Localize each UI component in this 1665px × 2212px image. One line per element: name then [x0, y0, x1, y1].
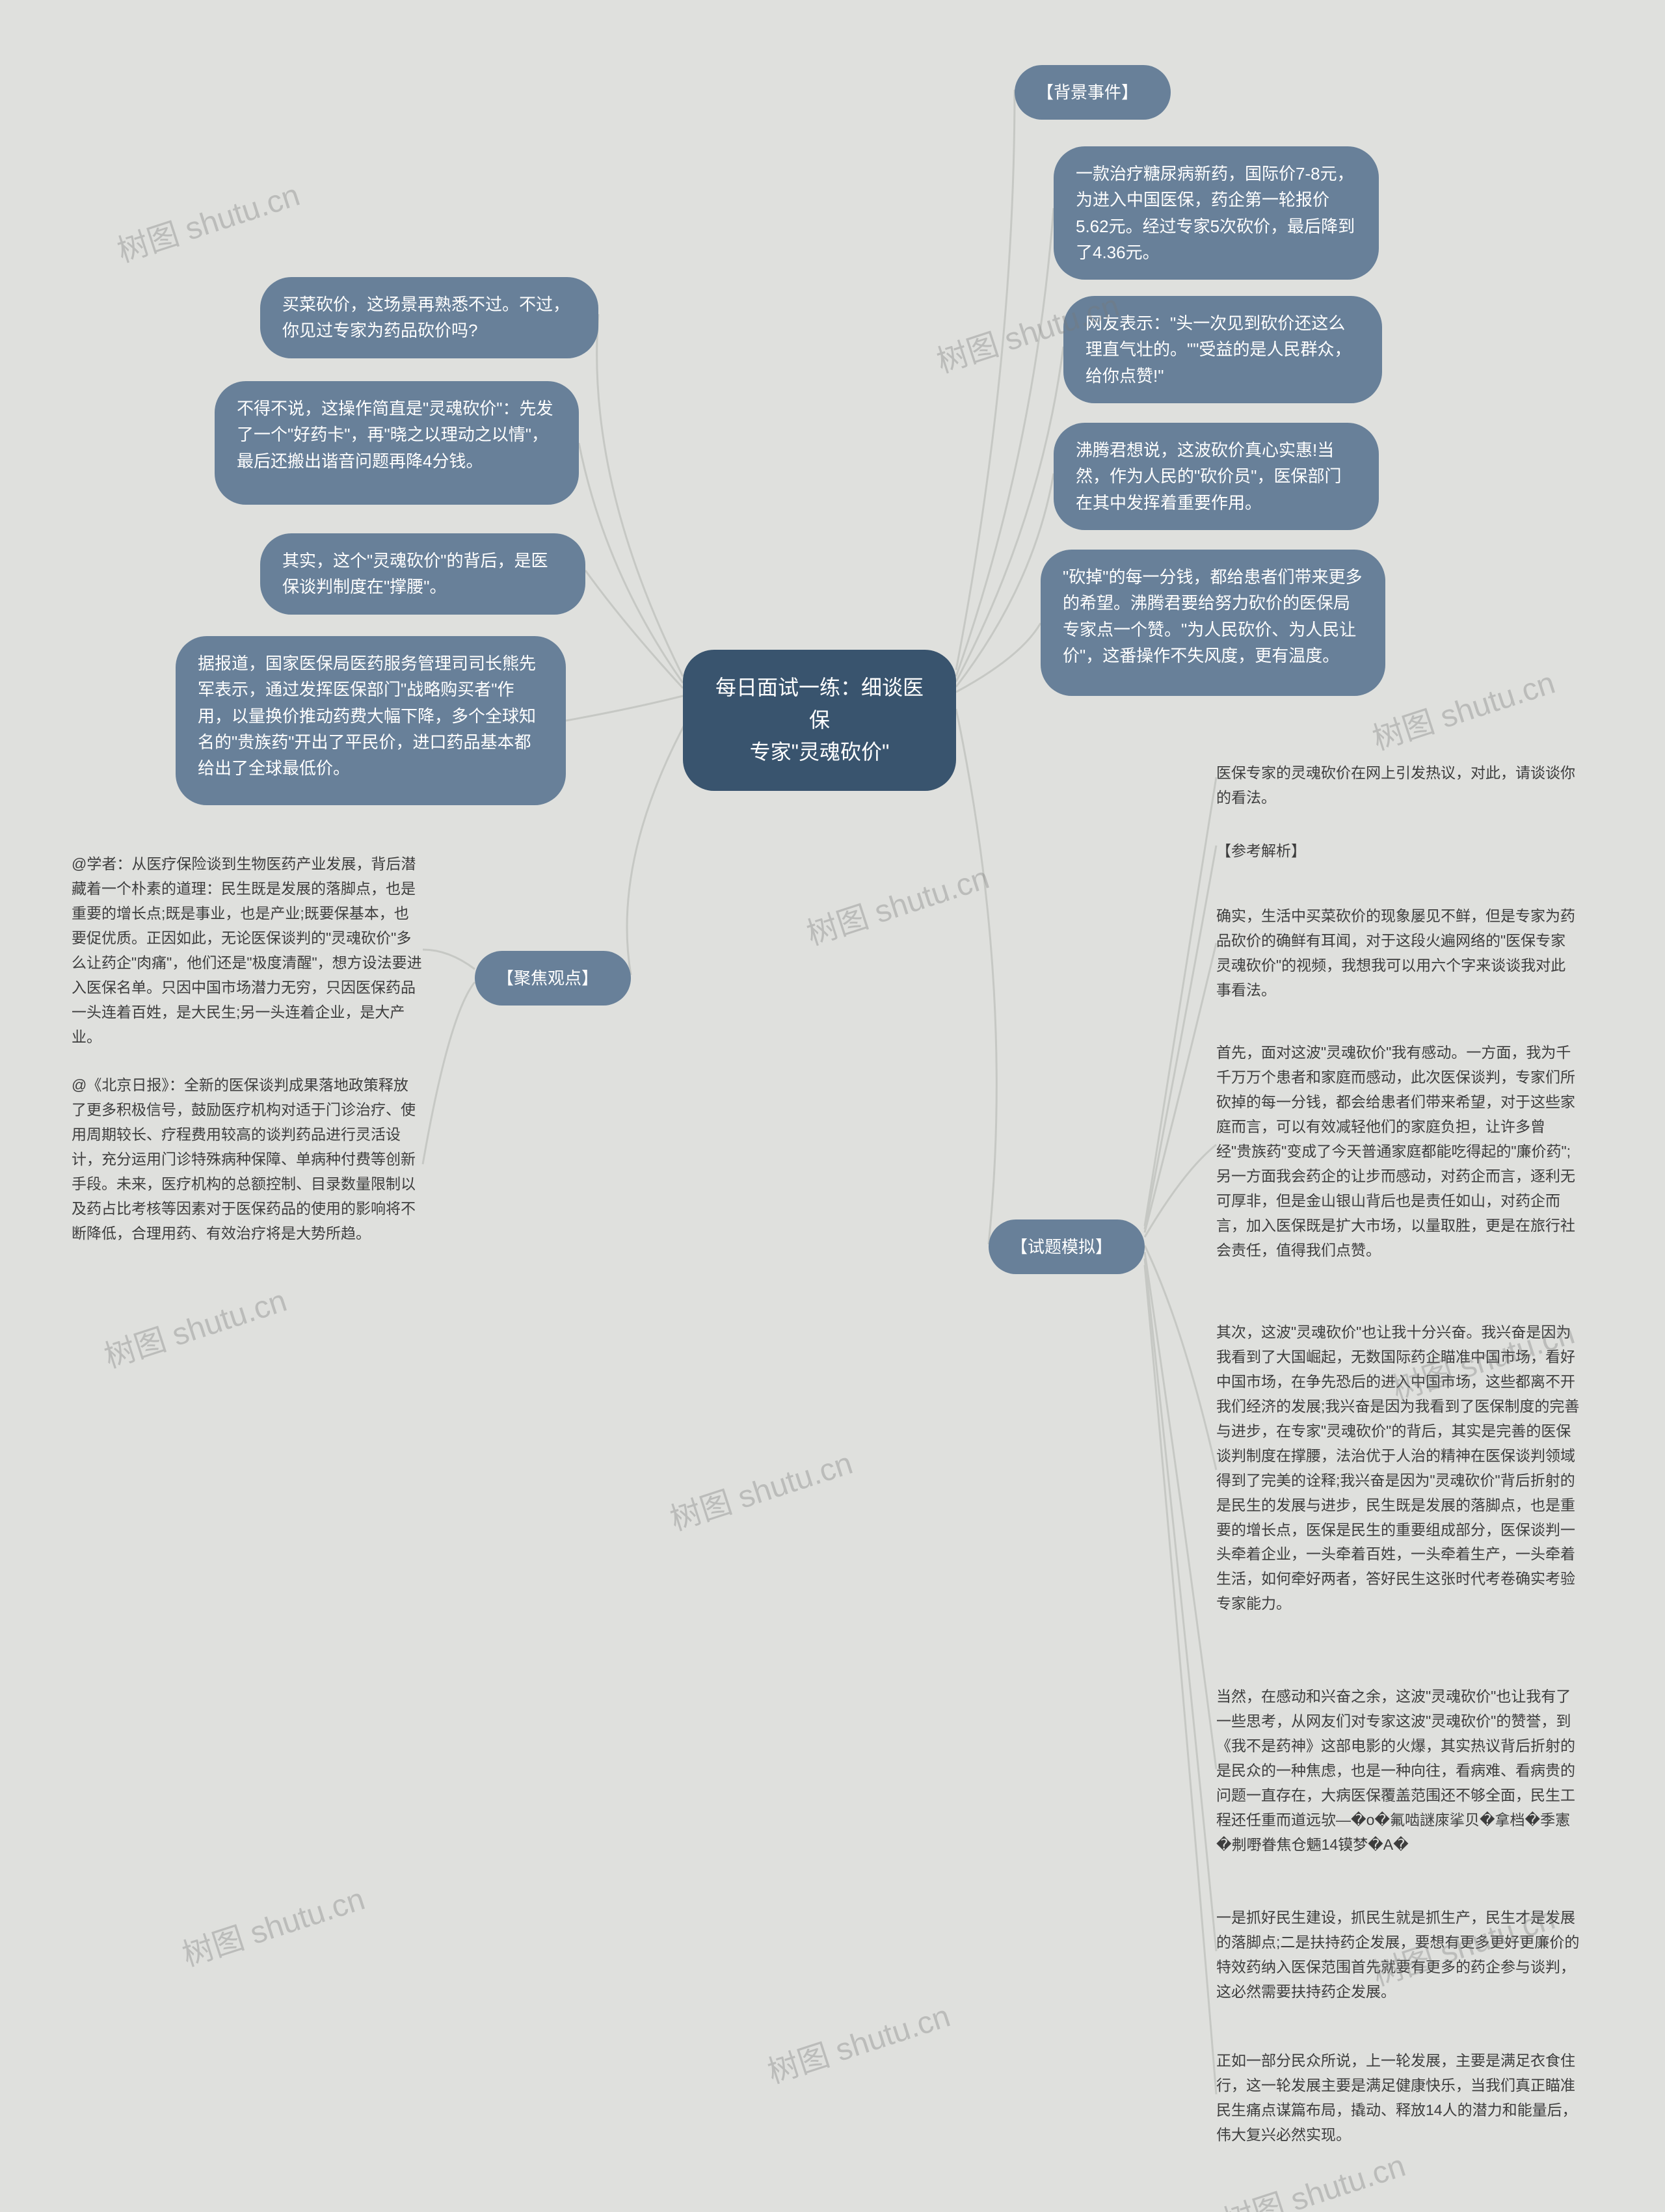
- exam-paragraph-8: 正如一部分民众所说，上一轮发展，主要是满足衣食住行，这一轮发展主要是满足健康快乐…: [1216, 2049, 1580, 2148]
- focus-paragraph-1: @学者：从医疗保险谈到生物医药产业发展，背后潜藏着一个朴素的道理：民生既是发展的…: [72, 852, 423, 1050]
- right-bubble-2: 网友表示："头一次见到砍价还这么理直气壮的。""受益的是人民群众，给你点赞!": [1063, 296, 1382, 403]
- mindmap-edge: [1145, 846, 1216, 1229]
- focus-paragraph-2: @《北京日报》：全新的医保谈判成果落地政策释放了更多积极信号，鼓励医疗机构对适于…: [72, 1073, 423, 1246]
- mindmap-edge: [1145, 777, 1216, 1226]
- mindmap-edge: [1145, 1145, 1216, 1237]
- mindmap-edge: [423, 982, 475, 1164]
- mindmap-edge: [956, 208, 1054, 676]
- right-bubble-4: "砍掉"的每一分钱，都给患者们带来更多的希望。沸腾君要给努力砍价的医保局专家点一…: [1041, 550, 1385, 696]
- mindmap-edge: [1145, 1265, 1216, 2094]
- right-bubble-3: 沸腾君想说，这波砍价真心实惠!当然，作为人民的"砍价员"，医保部门在其中发挥着重…: [1054, 423, 1379, 530]
- left-bubble-3: 其实，这个"灵魂砍价"的背后，是医保谈判制度在"撑腰"。: [260, 533, 585, 615]
- mindmap-edge: [956, 709, 996, 1244]
- mindmap-edge: [597, 314, 683, 676]
- mindmap-edge: [956, 623, 1041, 692]
- left-bubble-4: 据报道，国家医保局医药服务管理司司长熊先军表示，通过发挥医保部门"战略购买者"作…: [176, 636, 566, 805]
- center-line2: 专家"灵魂砍价": [709, 736, 930, 769]
- mindmap-edge: [585, 570, 683, 688]
- watermark-text: 树图 shutu.cn: [1366, 657, 1560, 758]
- watermark-text: 树图 shutu.cn: [761, 1990, 955, 2092]
- exam-paragraph-1: 医保专家的灵魂砍价在网上引发热议，对此，请谈谈你的看法。: [1216, 761, 1580, 810]
- exam-label-node: 【试题模拟】: [989, 1219, 1145, 1274]
- mindmap-edge: [1145, 943, 1216, 1233]
- watermark-text: 树图 shutu.cn: [111, 169, 304, 271]
- center-line1: 每日面试一练：细谈医保: [709, 672, 930, 736]
- mindmap-edge: [1145, 1252, 1216, 1769]
- mindmap-edge: [566, 696, 683, 721]
- watermark-text: 树图 shutu.cn: [98, 1275, 291, 1376]
- mindmap-edge: [1145, 1259, 1216, 1951]
- right-bubble-bg-event: 【背景事件】: [1015, 65, 1171, 120]
- mindmap-edge: [956, 90, 1015, 670]
- watermark-text: 树图 shutu.cn: [663, 1437, 857, 1539]
- right-bubble-1: 一款治疗糖尿病新药，国际价7-8元，为进入中国医保，药企第一轮报价5.62元。经…: [1054, 146, 1379, 280]
- exam-paragraph-5: 其次，这波"灵魂砍价"也让我十分兴奋。我兴奋是因为我看到了大国崛起，无数国际药企…: [1216, 1320, 1580, 1616]
- left-bubble-1: 买菜砍价，这场景再熟悉不过。不过，你见过专家为药品砍价吗?: [260, 277, 598, 358]
- mindmap-edge: [423, 950, 475, 969]
- focus-label-node: 【聚焦观点】: [475, 951, 631, 1006]
- watermark-text: 树图 shutu.cn: [800, 852, 994, 953]
- center-node: 每日面试一练：细谈医保 专家"灵魂砍价": [683, 650, 956, 791]
- exam-paragraph-2: 【参考解析】: [1216, 839, 1580, 864]
- mindmap-edge: [1145, 1246, 1216, 1470]
- mindmap-edge: [579, 443, 683, 683]
- watermark-text: 树图 shutu.cn: [1216, 2140, 1410, 2212]
- exam-paragraph-3: 确实，生活中买菜砍价的现象屡见不鲜，但是专家为药品砍价的确鲜有耳闻，对于这段火遍…: [1216, 904, 1580, 1003]
- mindmap-edge: [627, 715, 689, 975]
- exam-paragraph-6: 当然，在感动和兴奋之余，这波"灵魂砍价"也让我有了一些思考，从网友们对专家这波"…: [1216, 1685, 1580, 1858]
- watermark-text: 树图 shutu.cn: [176, 1873, 369, 1975]
- exam-paragraph-4: 首先，面对这波"灵魂砍价"我有感动。一方面，我为千千万万个患者和家庭而感动，此次…: [1216, 1041, 1580, 1262]
- exam-paragraph-7: 一是抓好民生建设，抓民生就是抓生产，民生才是发展的落脚点;二是扶持药企发展，要想…: [1216, 1906, 1580, 2005]
- left-bubble-2: 不得不说，这操作简直是"灵魂砍价"：先发了一个"好药卡"，再"晓之以理动之以情"…: [215, 381, 579, 505]
- mindmap-edge: [956, 473, 1054, 687]
